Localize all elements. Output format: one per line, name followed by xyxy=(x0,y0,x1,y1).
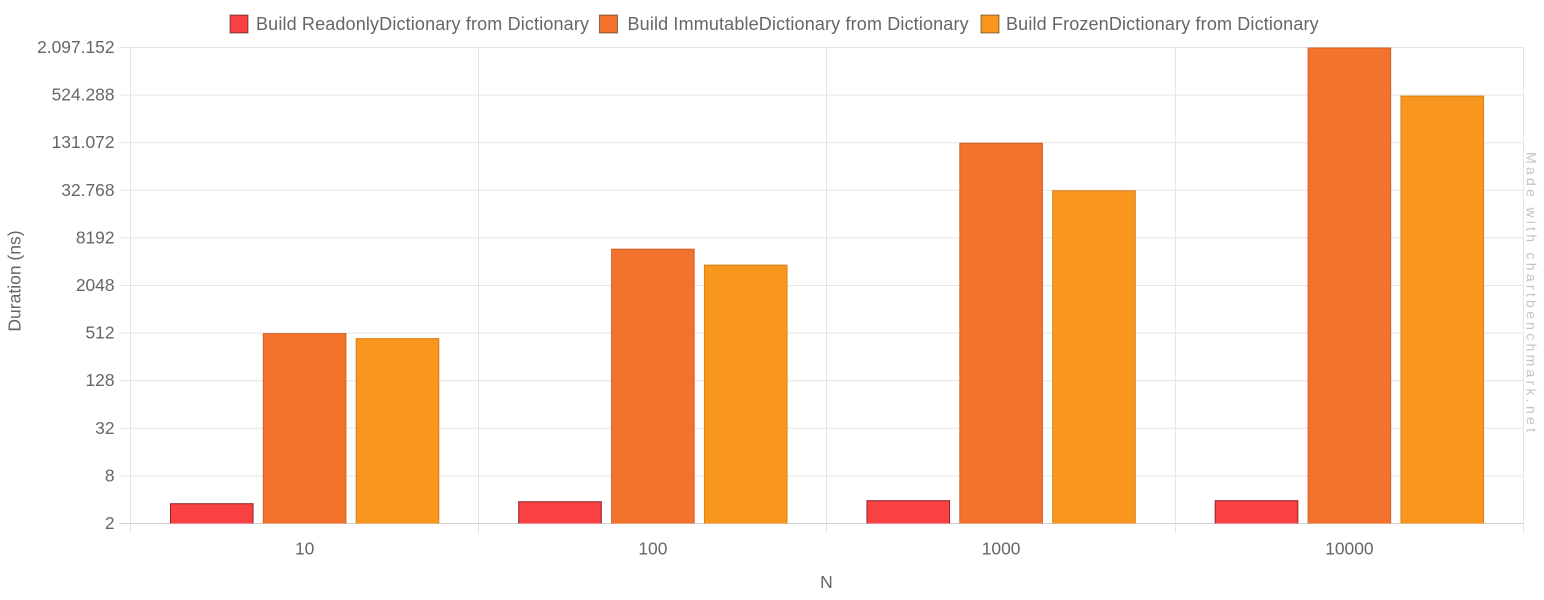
svg-text:8: 8 xyxy=(105,465,115,485)
svg-text:1000: 1000 xyxy=(982,538,1021,558)
svg-text:100: 100 xyxy=(638,538,667,558)
svg-text:8192: 8192 xyxy=(76,227,115,247)
svg-text:Duration (ns): Duration (ns) xyxy=(5,230,25,331)
svg-text:131.072: 131.072 xyxy=(52,132,115,152)
svg-text:2.097.152: 2.097.152 xyxy=(37,37,114,57)
svg-text:Build FrozenDictionary from Di: Build FrozenDictionary from Dictionary xyxy=(1006,14,1319,34)
svg-text:524.288: 524.288 xyxy=(52,85,115,105)
svg-text:512: 512 xyxy=(85,323,114,343)
svg-text:32: 32 xyxy=(95,418,114,438)
svg-text:32.768: 32.768 xyxy=(61,180,114,200)
svg-text:10000: 10000 xyxy=(1325,538,1373,558)
svg-text:Made with chartbenchmark.net: Made with chartbenchmark.net xyxy=(1524,152,1540,432)
svg-text:N: N xyxy=(820,572,833,592)
svg-text:Build ImmutableDictionary from: Build ImmutableDictionary from Dictionar… xyxy=(628,14,969,34)
svg-text:10: 10 xyxy=(295,538,314,558)
svg-text:Build ReadonlyDictionary from: Build ReadonlyDictionary from Dictionary xyxy=(256,14,589,34)
svg-text:2: 2 xyxy=(105,513,115,533)
svg-text:128: 128 xyxy=(85,370,114,390)
svg-text:2048: 2048 xyxy=(76,275,115,295)
